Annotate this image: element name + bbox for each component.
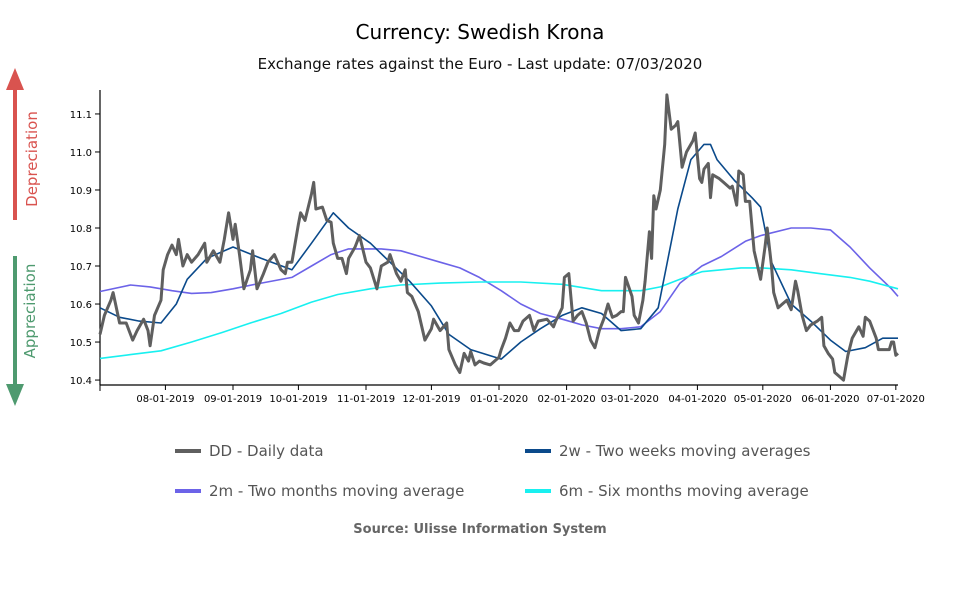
x-tick-label: 03-01-2020 — [601, 394, 659, 405]
series-line-6m — [99, 267, 899, 360]
x-tick-label: 04-01-2020 — [668, 394, 726, 405]
y-tick-label: 10.6 — [70, 300, 92, 311]
legend-swatch — [525, 489, 551, 493]
line-chart: 10.4 10.5 10.6 10.7 10.8 10.9 11.0 11.1 08-01-20… — [70, 90, 925, 405]
legend-item-2m[interactable]: 2m - Two months moving average — [175, 482, 464, 500]
source-note: Source: Ulisse Information System — [353, 522, 607, 537]
chart-subtitle: Exchange rates against the Euro - Last u… — [257, 55, 703, 73]
y-tick-label: 10.7 — [70, 262, 92, 273]
legend-item-6m[interactable]: 6m - Six months moving average — [525, 482, 809, 500]
x-tick-label: 09-01-2019 — [204, 394, 262, 405]
legend-swatch — [175, 489, 201, 493]
x-tick-label: 12-01-2019 — [402, 394, 460, 405]
x-tick-label: 10-01-2019 — [269, 394, 327, 405]
legend-item-2w[interactable]: 2w - Two weeks moving averages — [525, 442, 811, 460]
y-tick-label: 11.0 — [70, 148, 92, 159]
legend-item-dd[interactable]: DD - Daily data — [175, 442, 324, 460]
legend-label: 2w - Two weeks moving averages — [559, 442, 811, 460]
series-line-2w — [99, 143, 898, 360]
chart-title: Currency: Swedish Krona — [355, 20, 605, 44]
series-line-dd — [98, 93, 899, 382]
y-tick-label: 10.9 — [70, 186, 92, 197]
direction-arrows — [6, 68, 24, 406]
legend-label: 2m - Two months moving average — [209, 482, 465, 500]
x-tick-label: 05-01-2020 — [734, 394, 792, 405]
legend-label: 6m - Six months moving average — [559, 482, 809, 500]
y-tick-label: 10.4 — [70, 376, 92, 387]
legend-swatch — [525, 449, 551, 453]
appreciation-arrow-icon — [6, 256, 24, 406]
x-tick-label: 08-01-2019 — [136, 394, 194, 405]
x-tick-label: 11-01-2019 — [337, 394, 395, 405]
x-tick-label: 07-01-2020 — [867, 394, 925, 405]
x-tick-label: 02-01-2020 — [538, 394, 596, 405]
y-tick-label: 11.1 — [70, 110, 92, 121]
x-tick-label: 06-01-2020 — [801, 394, 859, 405]
y-tick-label: 10.8 — [70, 224, 92, 235]
legend-label: DD - Daily data — [209, 442, 324, 460]
y-tick-label: 10.5 — [70, 338, 92, 349]
x-tick-label: 01-01-2020 — [470, 394, 528, 405]
depreciation-arrow-icon — [6, 68, 24, 220]
legend-swatch — [175, 449, 201, 453]
